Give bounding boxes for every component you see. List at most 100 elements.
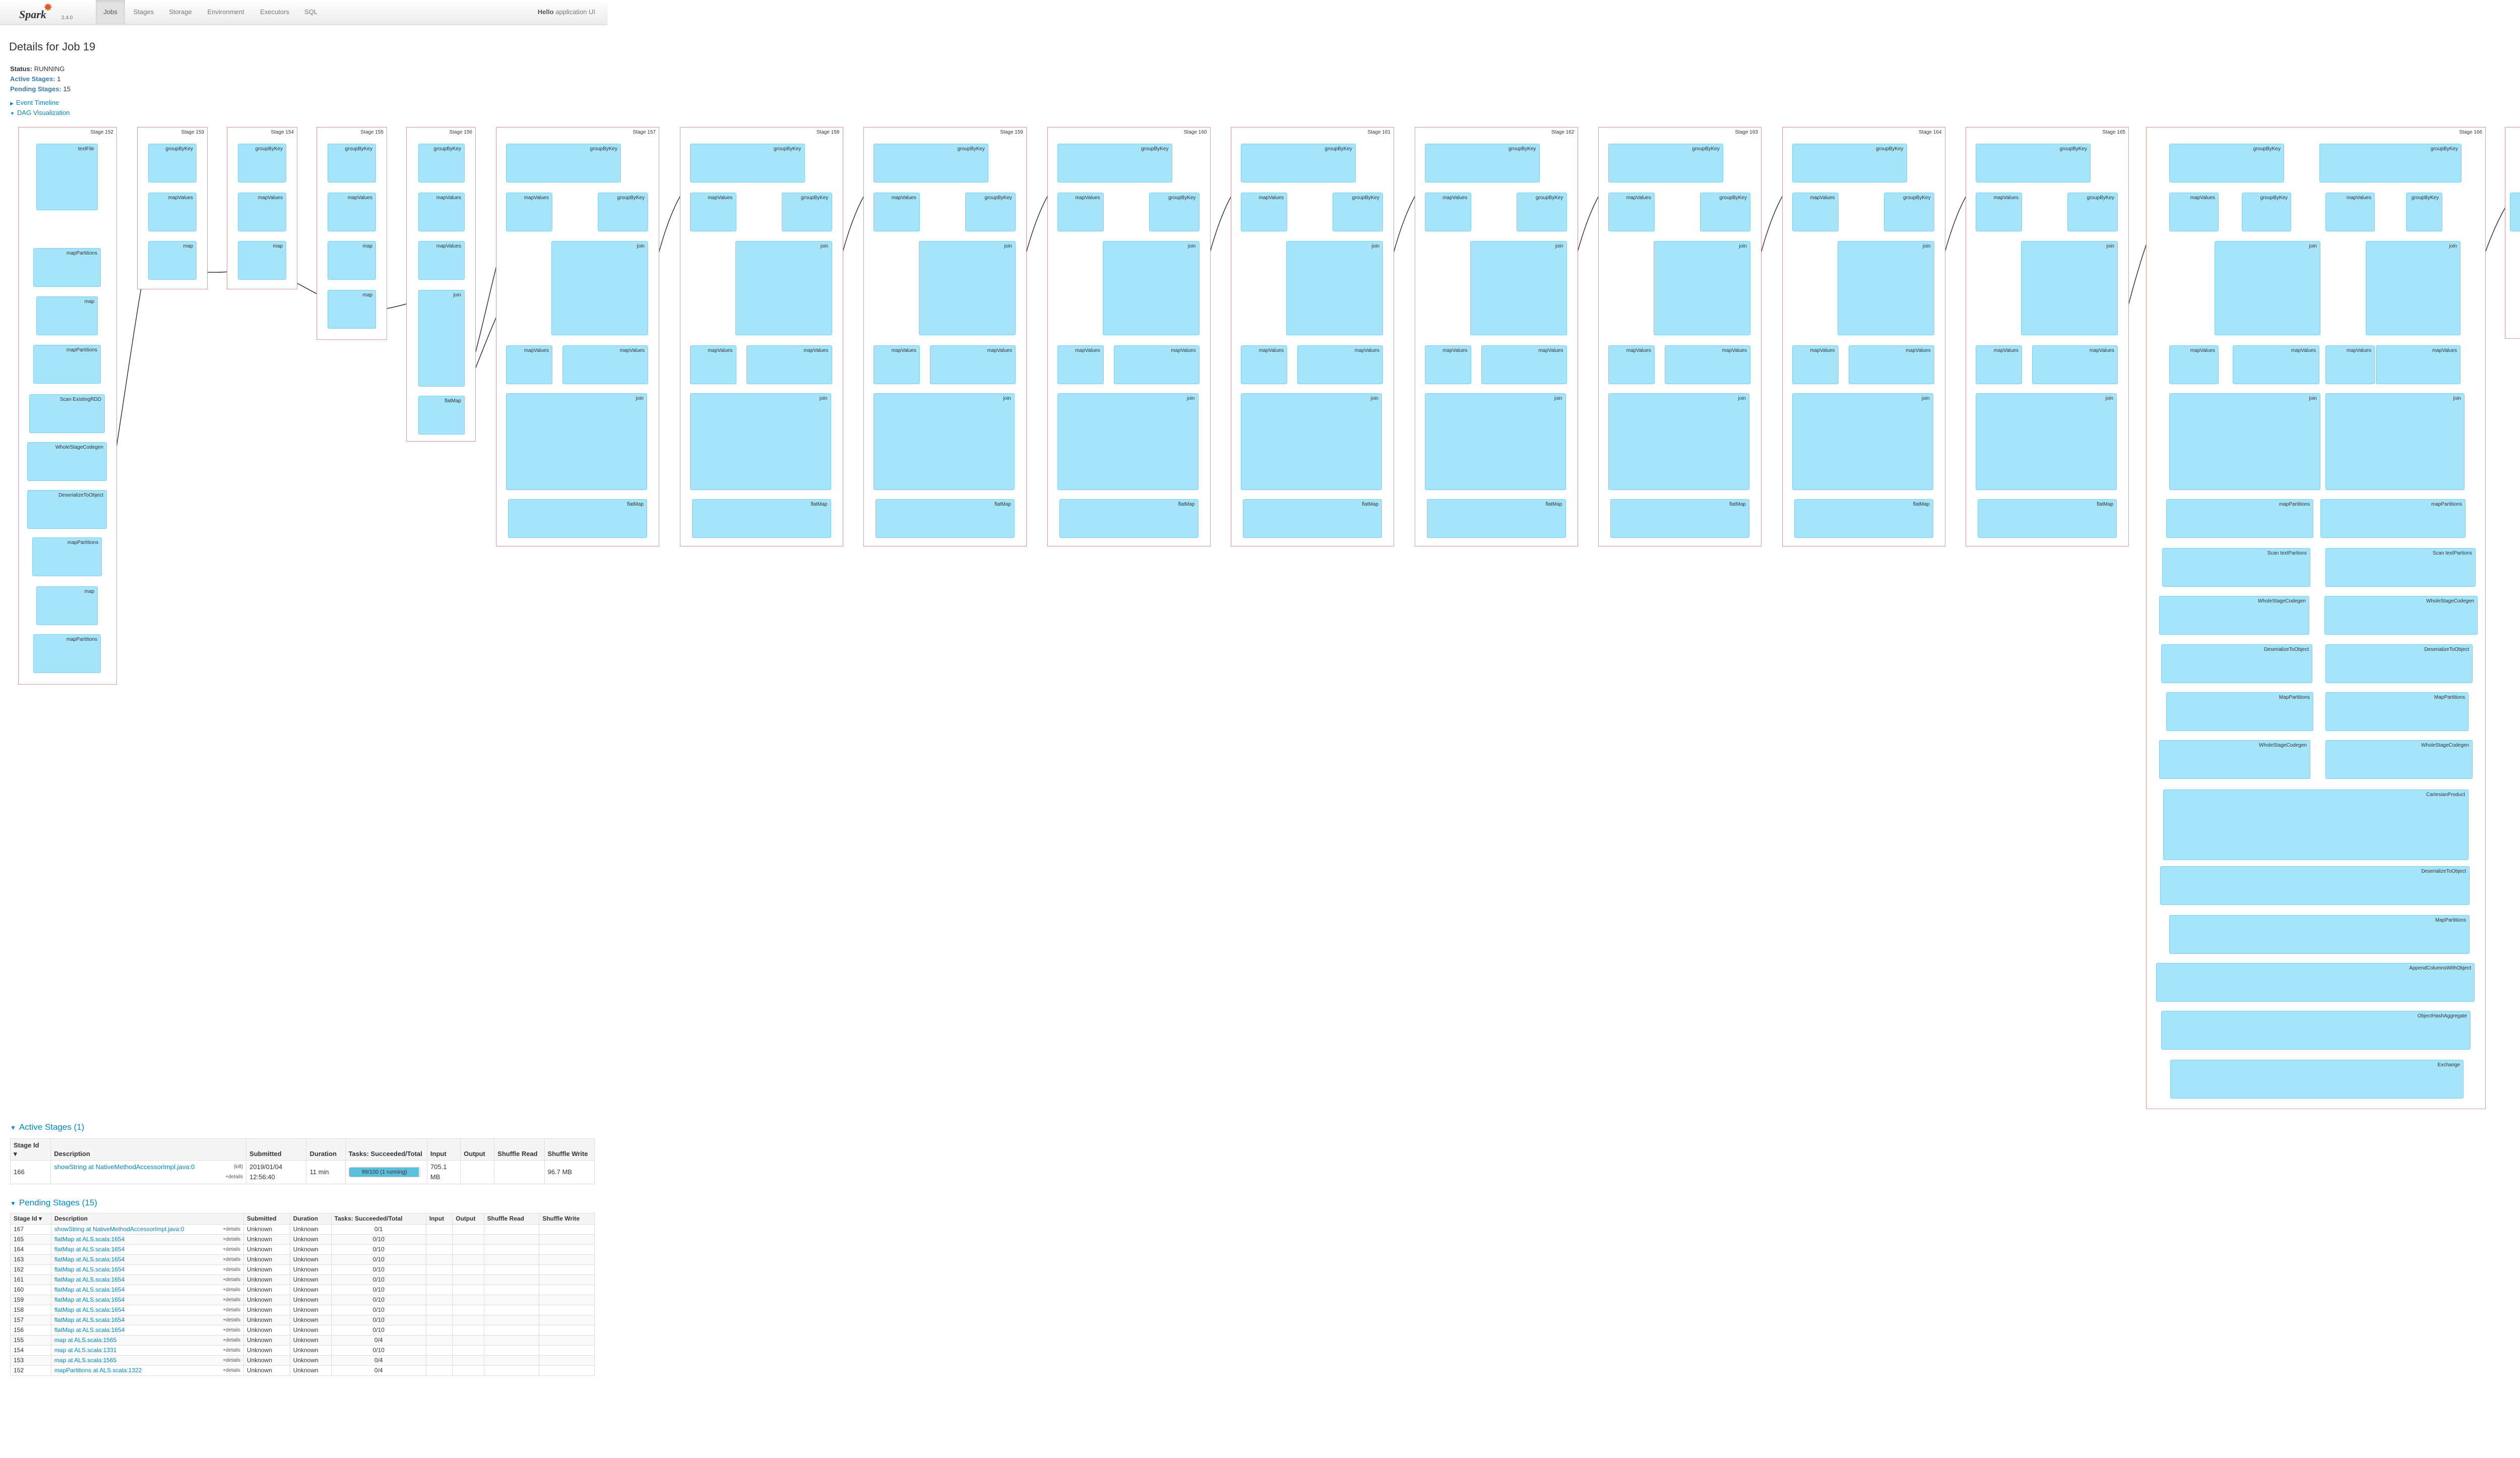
dag-operation-mapvalues[interactable]: mapValues bbox=[1424, 193, 1471, 231]
dag-operation-mapvalues[interactable]: mapValues bbox=[1792, 345, 1839, 384]
dag-operation-map[interactable]: map bbox=[148, 241, 197, 280]
dag-operation-groupbykey[interactable]: groupByKey bbox=[418, 144, 465, 183]
col-description[interactable]: Description bbox=[50, 1213, 244, 1225]
dag-operation-mapvalues[interactable]: mapValues bbox=[418, 193, 465, 231]
tab-environment[interactable]: Environment bbox=[207, 8, 244, 16]
dag-operation-mapvalues[interactable]: mapValues bbox=[2169, 193, 2219, 231]
dag-operation-mappartitions[interactable]: mapPartitions bbox=[33, 345, 101, 384]
dag-operation-mapvalues[interactable]: mapValues bbox=[873, 193, 920, 231]
dag-operation-groupbykey[interactable]: groupByKey bbox=[1424, 144, 1540, 183]
dag-operation-groupbykey[interactable]: groupByKey bbox=[148, 144, 197, 183]
dag-operation-mapvalues[interactable]: mapValues bbox=[873, 345, 920, 384]
dag-operation-mappartitions[interactable]: MapPartitions bbox=[2169, 915, 2470, 954]
dag-operation-mapvalues[interactable]: mapValues bbox=[2325, 193, 2375, 231]
dag-operation-mapvalues[interactable]: mapValues bbox=[506, 345, 552, 384]
col-duration[interactable]: Duration bbox=[289, 1213, 332, 1225]
dag-operation-mapvalues[interactable]: mapValues bbox=[689, 193, 736, 231]
dag-operation-mapvalues[interactable]: mapValues bbox=[506, 193, 552, 231]
stage-description-link[interactable]: map at ALS.scala:1565 bbox=[54, 1336, 117, 1344]
dag-operation-groupbykey[interactable]: groupByKey bbox=[2067, 193, 2118, 231]
dag-operation-scan-textpartions[interactable]: Scan textPartions bbox=[2325, 548, 2476, 587]
dag-operation-join[interactable]: join bbox=[689, 393, 831, 490]
stage-description-link[interactable]: showString at NativeMethodAccessorImpl.j… bbox=[54, 1163, 195, 1171]
dag-operation-groupbykey[interactable]: groupByKey bbox=[1516, 193, 1567, 231]
details-link[interactable]: +details bbox=[223, 1358, 240, 1363]
dag-operation-flatmap[interactable]: flatMap bbox=[1610, 499, 1749, 538]
dag-operation-flatmap[interactable]: flatMap bbox=[1059, 499, 1199, 538]
dag-operation-map[interactable]: map bbox=[36, 296, 98, 335]
dag-operation-groupbykey[interactable]: groupByKey bbox=[1608, 144, 1723, 183]
dag-operation-mapvalues[interactable]: mapValues bbox=[1976, 345, 2022, 384]
dag-operation-join[interactable]: join bbox=[735, 241, 832, 335]
dag-operation-scan-existingrdd[interactable]: Scan ExistingRDD bbox=[29, 394, 105, 433]
details-link[interactable]: +details bbox=[223, 1237, 240, 1242]
dag-operation-cartesianproduct[interactable]: CartesianProduct bbox=[2163, 789, 2469, 860]
dag-operation-mappartitions[interactable]: mapPartitions bbox=[32, 537, 102, 576]
dag-operation-join[interactable]: join bbox=[506, 393, 647, 490]
tab-stages[interactable]: Stages bbox=[133, 8, 154, 16]
event-timeline-toggle[interactable]: ▶ Event Timeline bbox=[10, 99, 59, 106]
dag-operation-flatmap[interactable]: flatMap bbox=[875, 499, 1015, 538]
dag-operation-mapvalues[interactable]: mapValues bbox=[328, 193, 376, 231]
tab-storage[interactable]: Storage bbox=[169, 8, 192, 16]
col-input[interactable]: Input bbox=[426, 1138, 461, 1161]
dag-operation-mapvalues[interactable]: mapValues bbox=[1848, 345, 1934, 384]
dag-operation-mapvalues[interactable]: mapValues bbox=[746, 345, 832, 384]
dag-operation-groupbykey[interactable]: groupByKey bbox=[1241, 144, 1356, 183]
dag-operation-join[interactable]: join bbox=[2215, 241, 2320, 335]
col-shuffle-read[interactable]: Shuffle Read bbox=[494, 1138, 545, 1161]
dag-operation-deserializetoobject[interactable]: DeserializeToObject bbox=[2160, 866, 2470, 905]
dag-operation-join[interactable]: join bbox=[551, 241, 648, 335]
dag-operation-groupbykey[interactable]: groupByKey bbox=[1792, 144, 1907, 183]
dag-operation-groupbykey[interactable]: groupByKey bbox=[689, 144, 805, 183]
dag-operation-join[interactable]: join bbox=[2325, 393, 2465, 490]
dag-operation-groupbykey[interactable]: groupByKey bbox=[2242, 193, 2291, 231]
stage-description-link[interactable]: flatMap at ALS.scala:1654 bbox=[54, 1276, 125, 1283]
dag-operation-deserializetoobject[interactable]: DeserializeToObject bbox=[2325, 644, 2473, 683]
dag-operation-mapvalues[interactable]: mapValues bbox=[1976, 193, 2022, 231]
col-tasks[interactable]: Tasks: Succeeded/Total bbox=[331, 1213, 426, 1225]
details-link[interactable]: +details bbox=[223, 1227, 240, 1232]
active-stages-label[interactable]: Active Stages: bbox=[10, 75, 55, 83]
dag-operation-mapvalues[interactable]: mapValues bbox=[1057, 193, 1104, 231]
dag-operation-mappartitions[interactable]: MapPartitions bbox=[2325, 692, 2469, 731]
dag-operation-mappartitions[interactable]: mapPartitions bbox=[33, 248, 101, 287]
dag-operation-mapvalues[interactable]: mapValues bbox=[238, 193, 286, 231]
dag-operation-scan-textpartions[interactable]: Scan textPartions bbox=[2162, 548, 2310, 587]
details-link[interactable]: +details bbox=[223, 1317, 240, 1323]
dag-operation-groupbykey[interactable]: groupByKey bbox=[1700, 193, 1750, 231]
stage-description-link[interactable]: mapPartitions at ALS.scala:1322 bbox=[54, 1367, 142, 1374]
details-link[interactable]: +details bbox=[223, 1307, 240, 1313]
dag-operation-textfile[interactable]: textFile bbox=[36, 144, 98, 210]
details-link[interactable]: +details bbox=[223, 1257, 240, 1262]
dag-operation-wholestagecodegen[interactable]: WholeStageCodegen bbox=[27, 442, 107, 481]
col-submitted[interactable]: Submitted bbox=[243, 1213, 290, 1225]
dag-operation-groupbykey[interactable]: groupByKey bbox=[1883, 193, 1934, 231]
col-shuffle-write[interactable]: Shuffle Write bbox=[544, 1138, 595, 1161]
active-stages-row[interactable]: Active Stages: 1 bbox=[10, 74, 71, 84]
dag-operation-join[interactable]: join bbox=[2169, 393, 2320, 490]
details-link[interactable]: +details bbox=[223, 1338, 240, 1343]
dag-operation-flatmap[interactable]: flatMap bbox=[1243, 499, 1382, 538]
dag-operation-map[interactable]: map bbox=[328, 241, 376, 280]
dag-operation-groupbykey[interactable]: groupByKey bbox=[598, 193, 648, 231]
dag-operation-mappartitions[interactable]: mapPartitions bbox=[2166, 499, 2313, 538]
dag-operation-objecthashaggregate[interactable]: ObjectHashAggregate bbox=[2161, 1011, 2471, 1050]
dag-operation-groupbykey[interactable]: groupByKey bbox=[965, 193, 1016, 231]
dag-operation-join[interactable]: join bbox=[1608, 393, 1749, 490]
dag-operation-mapvalues[interactable]: mapValues bbox=[1608, 193, 1655, 231]
dag-operation-flatmap[interactable]: flatMap bbox=[508, 499, 647, 538]
dag-operation-objecthashaggregate[interactable]: ObjectHashAggregate bbox=[2510, 193, 2520, 231]
pending-stages-label[interactable]: Pending Stages: bbox=[10, 85, 61, 93]
dag-operation-join[interactable]: join bbox=[1241, 393, 1382, 490]
dag-operation-groupbykey[interactable]: groupByKey bbox=[1333, 193, 1383, 231]
dag-operation-groupbykey[interactable]: groupByKey bbox=[873, 144, 988, 183]
dag-operation-appendcolumnswithobject[interactable]: AppendColumnsWithObject bbox=[2156, 963, 2475, 1002]
stage-description-link[interactable]: map at ALS.scala:1565 bbox=[54, 1357, 117, 1364]
dag-operation-flatmap[interactable]: flatMap bbox=[1426, 499, 1566, 538]
dag-operation-flatmap[interactable]: flatMap bbox=[418, 396, 465, 435]
dag-operation-mapvalues[interactable]: mapValues bbox=[562, 345, 648, 384]
dag-operation-join[interactable]: join bbox=[873, 393, 1015, 490]
stage-description-link[interactable]: flatMap at ALS.scala:1654 bbox=[54, 1246, 125, 1253]
dag-operation-join[interactable]: join bbox=[1470, 241, 1567, 335]
